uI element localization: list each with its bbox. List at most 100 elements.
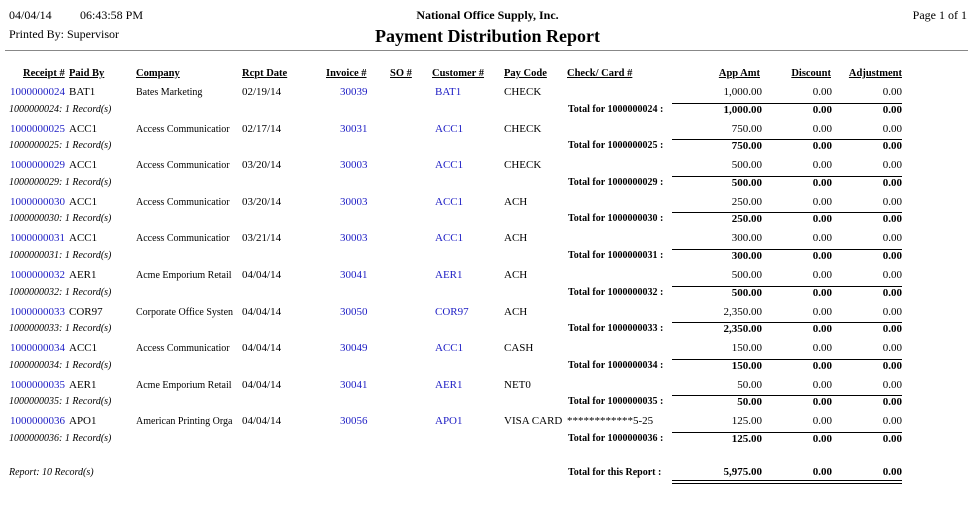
total-discount: 0.00 [812, 286, 832, 299]
record-count: 1000000030: 1 Record(s) [9, 213, 112, 225]
pay-code: NET0 [504, 378, 531, 391]
total-discount: 0.00 [812, 323, 832, 336]
pay-code: CHECK [504, 159, 542, 172]
adjustment: 0.00 [882, 305, 902, 318]
receipt[interactable]: 1000000031 [10, 232, 65, 245]
invoice[interactable]: 30039 [340, 86, 368, 98]
total-discount: 0.00 [812, 359, 832, 372]
customer[interactable]: BAT1 [435, 86, 462, 98]
receipt[interactable]: 1000000029 [10, 159, 65, 172]
record-count: 1000000032: 1 Record(s) [9, 286, 112, 298]
header-rule [5, 50, 968, 51]
company-name: National Office Supply, Inc. [416, 8, 559, 22]
invoice[interactable]: 30003 [340, 159, 368, 172]
invoice[interactable]: 30056 [340, 415, 368, 428]
report-total-adjustment: 0.00 [882, 466, 902, 478]
report-record-count: Report: 10 Record(s) [9, 467, 94, 478]
column-header: Receipt # [23, 68, 65, 79]
invoice[interactable]: 30003 [340, 195, 368, 208]
subtotal-rule [672, 175, 902, 177]
record-count: 1000000035: 1 Record(s) [9, 396, 112, 408]
subtotal-rule [672, 248, 902, 250]
adjustment: 0.00 [882, 232, 902, 245]
invoice[interactable]: 30003 [340, 232, 368, 245]
customer[interactable]: ACC1 [435, 122, 464, 135]
report-title: Payment Distribution Report [375, 26, 600, 46]
total-app-amt: 150.00 [731, 359, 762, 372]
company: Acme Emporium Retail [136, 379, 232, 391]
receipt[interactable]: 1000000033 [10, 305, 65, 318]
invoice[interactable]: 30031 [340, 122, 368, 135]
customer[interactable]: ACC1 [435, 342, 464, 355]
company: Corporate Office Systen [136, 306, 234, 318]
subtotal-rule [672, 212, 902, 214]
receipt[interactable]: 1000000032 [10, 269, 65, 281]
adjustment: 0.00 [882, 195, 902, 208]
invoice[interactable]: 30041 [340, 378, 368, 391]
app-amt: 750.00 [731, 122, 762, 135]
company: Bates Marketing [136, 87, 203, 98]
total-label: Total for 1000000024 : [568, 103, 664, 115]
report-total-label: Total for this Report : [568, 467, 662, 478]
discount: 0.00 [812, 305, 832, 318]
subtotal-rule [672, 102, 902, 104]
total-discount: 0.00 [812, 249, 832, 262]
app-amt: 2,350.00 [723, 305, 763, 318]
column-header: Pay Code [504, 68, 547, 79]
customer[interactable]: AER1 [435, 269, 463, 281]
total-label: Total for 1000000029 : [568, 176, 664, 188]
invoice[interactable]: 30050 [340, 305, 368, 318]
subtotal-rule [672, 395, 902, 397]
record-count: 1000000025: 1 Record(s) [9, 140, 112, 152]
paid-by: ACC1 [69, 232, 98, 245]
app-amt: 500.00 [731, 269, 762, 281]
rcpt-date: 04/04/14 [242, 269, 282, 281]
discount: 0.00 [812, 415, 832, 428]
discount: 0.00 [812, 232, 832, 245]
paid-by: BAT1 [69, 86, 96, 98]
report-total-app-amt: 5,975.00 [723, 466, 763, 478]
total-label: Total for 1000000030 : [568, 213, 664, 225]
rcpt-date: 04/04/14 [242, 415, 282, 428]
rcpt-date: 03/21/14 [242, 232, 282, 245]
adjustment: 0.00 [882, 342, 902, 355]
paid-by: AER1 [69, 269, 97, 281]
total-adjustment: 0.00 [882, 213, 902, 226]
total-discount: 0.00 [812, 432, 832, 445]
discount: 0.00 [812, 269, 832, 281]
page-number: Page 1 of 1 [912, 8, 967, 22]
company: Access Communicatior [136, 233, 230, 245]
record-count: 1000000029: 1 Record(s) [9, 176, 112, 188]
total-app-amt: 1,000.00 [723, 103, 763, 116]
pay-code: ACH [504, 305, 528, 318]
total-adjustment: 0.00 [882, 140, 902, 153]
invoice[interactable]: 30041 [340, 269, 368, 281]
print-date: 04/04/14 [9, 8, 52, 22]
total-label: Total for 1000000025 : [568, 140, 664, 152]
total-discount: 0.00 [812, 140, 832, 153]
discount: 0.00 [812, 378, 832, 391]
receipt[interactable]: 1000000024 [10, 86, 65, 98]
customer[interactable]: ACC1 [435, 232, 464, 245]
receipt[interactable]: 1000000036 [10, 415, 65, 428]
receipt[interactable]: 1000000025 [10, 122, 65, 135]
customer[interactable]: AER1 [435, 378, 463, 391]
subtotal-rule [672, 322, 902, 324]
company: American Printing Orga [136, 416, 233, 428]
pay-code: ACH [504, 269, 528, 281]
invoice[interactable]: 30049 [340, 342, 368, 355]
customer[interactable]: ACC1 [435, 195, 464, 208]
receipt[interactable]: 1000000034 [10, 342, 65, 355]
paid-by: ACC1 [69, 122, 98, 135]
customer[interactable]: ACC1 [435, 159, 464, 172]
receipt[interactable]: 1000000030 [10, 195, 65, 208]
total-adjustment: 0.00 [882, 103, 902, 116]
customer[interactable]: COR97 [435, 305, 469, 318]
pay-code: CASH [504, 342, 534, 355]
receipt[interactable]: 1000000035 [10, 378, 65, 391]
company: Access Communicatior [136, 343, 230, 355]
customer[interactable]: APO1 [435, 415, 463, 428]
total-app-amt: 2,350.00 [723, 323, 763, 336]
record-count: 1000000034: 1 Record(s) [9, 359, 112, 371]
